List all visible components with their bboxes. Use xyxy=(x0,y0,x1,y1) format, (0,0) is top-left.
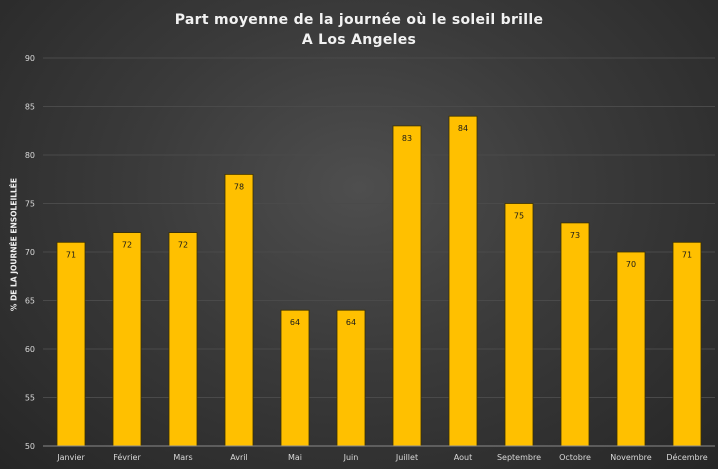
bar-septembre xyxy=(504,203,534,447)
data-label: 71 xyxy=(66,250,76,259)
data-label: 70 xyxy=(626,260,636,269)
data-label: 72 xyxy=(122,241,132,250)
y-tick-label: 75 xyxy=(25,200,35,209)
chart-title-line-2: A Los Angeles xyxy=(301,32,417,48)
x-tick-label: Avril xyxy=(230,453,247,462)
x-tick-label: Aout xyxy=(454,453,472,462)
data-label: 84 xyxy=(458,124,468,133)
bar-mai xyxy=(280,309,310,447)
data-label: 64 xyxy=(346,318,356,327)
x-tick-label: Juin xyxy=(343,453,359,462)
x-tick-label: Octobre xyxy=(559,453,591,462)
data-label: 73 xyxy=(570,231,580,240)
x-tick-label: Juillet xyxy=(395,453,418,462)
data-label: 78 xyxy=(234,182,244,191)
data-label: 72 xyxy=(178,241,188,250)
x-tick-label: Mars xyxy=(173,453,192,462)
y-tick-label: 60 xyxy=(25,345,35,354)
y-tick-label: 55 xyxy=(25,394,35,403)
x-tick-label: Décembre xyxy=(666,452,707,462)
bar-décembre xyxy=(672,241,702,447)
bar-novembre xyxy=(616,251,646,447)
x-tick-label: Janvier xyxy=(56,453,85,462)
x-tick-label: Novembre xyxy=(610,453,652,462)
bar-juillet xyxy=(392,125,422,447)
data-label: 75 xyxy=(514,212,524,221)
bar-octobre xyxy=(560,222,590,447)
x-tick-label: Février xyxy=(113,452,141,462)
y-tick-label: 70 xyxy=(25,248,35,257)
y-tick-label: 85 xyxy=(25,103,35,112)
bar-aout xyxy=(448,115,478,447)
chart-title-line-1: Part moyenne de la journée où le soleil … xyxy=(174,12,544,28)
bar-janvier xyxy=(56,241,86,447)
y-tick-label: 65 xyxy=(25,297,35,306)
bar-juin xyxy=(336,309,366,447)
bar-mars xyxy=(168,232,198,447)
x-tick-label: Septembre xyxy=(497,453,541,462)
y-tick-label: 50 xyxy=(25,442,35,451)
y-tick-label: 80 xyxy=(25,151,35,160)
bar-février xyxy=(112,232,142,447)
x-tick-label: Mai xyxy=(288,453,302,462)
y-tick-label: 90 xyxy=(25,54,35,63)
data-label: 83 xyxy=(402,134,412,143)
bar-avril xyxy=(224,173,254,447)
data-label: 71 xyxy=(682,250,692,259)
data-label: 64 xyxy=(290,318,300,327)
